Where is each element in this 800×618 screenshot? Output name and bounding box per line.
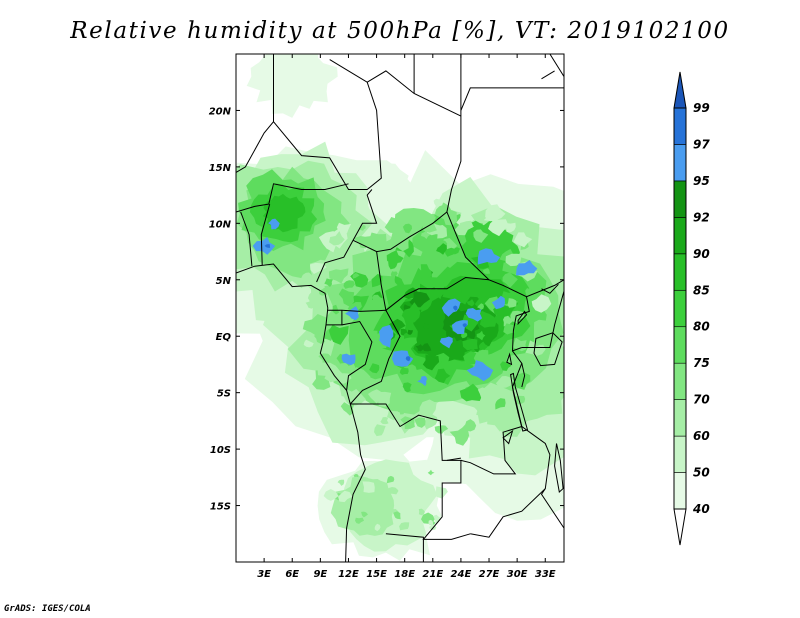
lon-tick-label: 24E (451, 569, 472, 580)
lat-tick-label: 5N (216, 276, 232, 287)
lat-tick-label: 10S (210, 445, 231, 456)
colorbar-label: 60 (693, 429, 710, 443)
colorbar-top-triangle (673, 71, 687, 109)
colorbar-segment (673, 326, 687, 364)
lon-tick-label: 18E (394, 569, 415, 580)
lon-tick-label: 12E (338, 569, 359, 580)
colorbar-segment (673, 144, 687, 182)
colorbar-label: 99 (693, 101, 710, 115)
lat-tick-label: 10N (209, 219, 232, 230)
map-title: Relative humidity at 500hPa [%], VT: 201… (70, 18, 730, 44)
colorbar-label: 85 (693, 283, 710, 297)
colorbar-segment (673, 399, 687, 437)
lat-tick-label: 20N (209, 106, 232, 117)
colorbar-segment (673, 472, 687, 510)
lon-tick-label: 3E (257, 569, 271, 580)
colorbar-bottom-triangle (673, 508, 687, 546)
colorbar-label: 95 (693, 174, 710, 188)
colorbar-label: 92 (693, 210, 710, 224)
lon-tick-label: 9E (313, 569, 327, 580)
colorbar-label: 90 (693, 247, 710, 261)
lat-tick-label: 15N (209, 163, 232, 174)
colorbar-label: 40 (692, 502, 710, 516)
lat-tick-label: 15S (210, 502, 231, 513)
lat-tick-label: EQ (216, 332, 232, 343)
colorbar-segment (673, 253, 687, 291)
map-frame (235, 53, 565, 563)
humidity-field (236, 54, 564, 562)
country-borders (236, 54, 564, 562)
lon-tick-label: 33E (535, 569, 556, 580)
colorbar-frame (673, 107, 687, 510)
colorbar-label: 97 (693, 137, 710, 151)
colorbar-label: 70 (693, 393, 710, 407)
lon-tick-label: 6E (285, 569, 299, 580)
colorbar-segment (673, 180, 687, 218)
colorbar-segment (673, 217, 687, 255)
colorbar-label: 50 (693, 466, 710, 480)
colorbar-segment (673, 289, 687, 328)
colorbar-segment (673, 107, 687, 145)
colorbar-segment (673, 362, 687, 400)
lon-tick-label: 21E (422, 569, 443, 580)
lon-tick-label: 15E (366, 569, 387, 580)
lat-tick-label: 5S (217, 389, 231, 400)
colorbar-label: 80 (693, 320, 710, 334)
lon-tick-label: 27E (479, 569, 500, 580)
colorbar-segment (673, 435, 687, 473)
colorbar-label: 75 (693, 356, 710, 370)
grads-credit: GrADS: IGES/COLA (4, 604, 91, 614)
lon-tick-label: 30E (507, 569, 528, 580)
